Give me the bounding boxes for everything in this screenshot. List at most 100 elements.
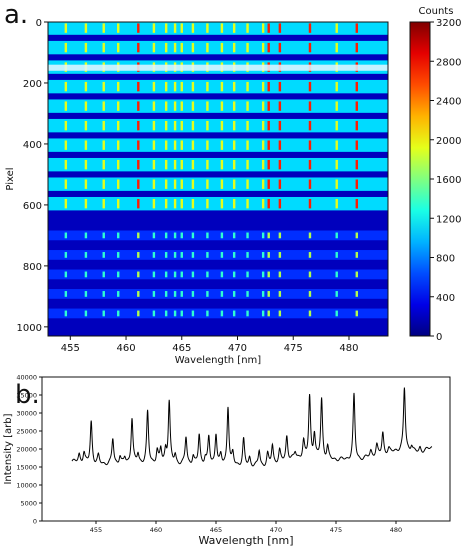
emission-line-segment [164, 101, 168, 111]
x-tick-label-a: 480 [339, 343, 358, 354]
emission-line-segment [137, 179, 140, 189]
emission-line-segment [102, 291, 105, 297]
emission-line-segment [164, 291, 168, 297]
emission-line-segment [206, 198, 209, 209]
emission-line-segment [102, 310, 105, 317]
emission-line-segment [191, 101, 195, 111]
emission-line-segment [152, 232, 156, 239]
emission-line-segment [137, 271, 140, 278]
emission-line-segment [64, 120, 68, 131]
emission-line-segment [137, 81, 140, 92]
emission-line-segment [102, 252, 105, 258]
emission-line-segment [220, 159, 224, 170]
y-tick-label-b: 15000 [16, 464, 37, 472]
emission-line-segment [246, 23, 249, 33]
emission-line-segment [355, 140, 358, 150]
emission-line-segment [220, 23, 224, 33]
heatmap-band [48, 79, 388, 94]
emission-line-segment [232, 159, 236, 170]
emission-line-segment [206, 252, 209, 258]
emission-line-segment [232, 291, 236, 297]
emission-line-segment [335, 101, 338, 111]
x-tick-label-a: 460 [116, 343, 135, 354]
emission-line-segment [355, 232, 358, 239]
y-axis-label-a: Pixel [5, 167, 16, 190]
emission-line-segment [164, 198, 168, 209]
emission-line-segment [137, 23, 140, 33]
x-tick-label-b: 455 [90, 526, 102, 534]
emission-line-segment [232, 271, 236, 278]
emission-line-segment [64, 232, 68, 239]
emission-line-segment [173, 271, 177, 278]
emission-line-segment [152, 159, 156, 170]
heatmap-band [48, 308, 388, 319]
emission-line-segment [180, 310, 183, 317]
emission-line-segment [191, 310, 195, 317]
emission-line-segment [191, 81, 195, 92]
emission-line-segment [206, 310, 209, 317]
emission-line-segment [102, 271, 105, 278]
emission-line-segment [206, 101, 209, 111]
emission-line-segment [308, 252, 312, 258]
emission-line-segment [84, 271, 88, 278]
emission-line-segment [152, 42, 156, 53]
emission-line-segment [180, 81, 183, 92]
emission-line-segment [191, 271, 195, 278]
emission-line-segment [173, 81, 177, 92]
emission-line-segment [355, 252, 358, 258]
emission-line-segment [164, 42, 168, 53]
y-tick-label-b: 35000 [16, 392, 37, 400]
chart-b-frame [41, 376, 451, 522]
x-axis-label-b: Wavelength [nm] [198, 534, 293, 547]
emission-line-segment [206, 271, 209, 278]
colorbar-tick-label: 3200 [436, 18, 461, 29]
emission-line-segment [180, 101, 183, 111]
colorbar-tick-label: 2800 [436, 57, 461, 68]
x-tick-label-a: 470 [228, 343, 247, 354]
heatmap-band [48, 289, 388, 299]
emission-line-segment [308, 198, 312, 209]
emission-line-segment [164, 81, 168, 92]
emission-line-segment [308, 232, 312, 239]
emission-line-segment [117, 42, 120, 53]
emission-line-segment [261, 310, 265, 317]
emission-line-segment [267, 23, 270, 33]
emission-line-segment [308, 42, 312, 53]
panel-b-label: b. [15, 380, 40, 410]
emission-line-segment [335, 42, 338, 53]
emission-line-segment [246, 291, 249, 297]
emission-line-segment [102, 101, 105, 111]
emission-line-segment [335, 159, 338, 170]
emission-line-segment [232, 120, 236, 131]
emission-line-segment [278, 42, 282, 53]
y-tick-label-b: 40000 [16, 374, 37, 382]
emission-line-segment [261, 23, 265, 33]
emission-line-segment [117, 271, 120, 278]
emission-line-segment [308, 140, 312, 150]
saturated-strip [48, 64, 388, 71]
emission-line-segment [246, 140, 249, 150]
emission-line-segment [278, 140, 282, 150]
emission-line-segment [261, 101, 265, 111]
emission-line-segment [267, 159, 270, 170]
colorbar-tick-label: 1200 [436, 214, 461, 225]
emission-line-segment [64, 140, 68, 150]
emission-line-segment [137, 140, 140, 150]
x-tick-label-b: 465 [210, 526, 222, 534]
emission-line-segment [180, 42, 183, 53]
emission-line-segment [164, 271, 168, 278]
emission-line-segment [278, 23, 282, 33]
emission-line-segment [102, 179, 105, 189]
emission-line-segment [335, 310, 338, 317]
emission-line-segment [246, 252, 249, 258]
heatmap-band [48, 269, 388, 280]
heatmap-band [48, 22, 388, 35]
emission-line-segment [220, 179, 224, 189]
emission-line-segment [261, 120, 265, 131]
emission-line-segment [335, 23, 338, 33]
emission-line-segment [246, 232, 249, 239]
emission-line-segment [64, 42, 68, 53]
emission-line-segment [64, 198, 68, 209]
emission-line-segment [152, 310, 156, 317]
